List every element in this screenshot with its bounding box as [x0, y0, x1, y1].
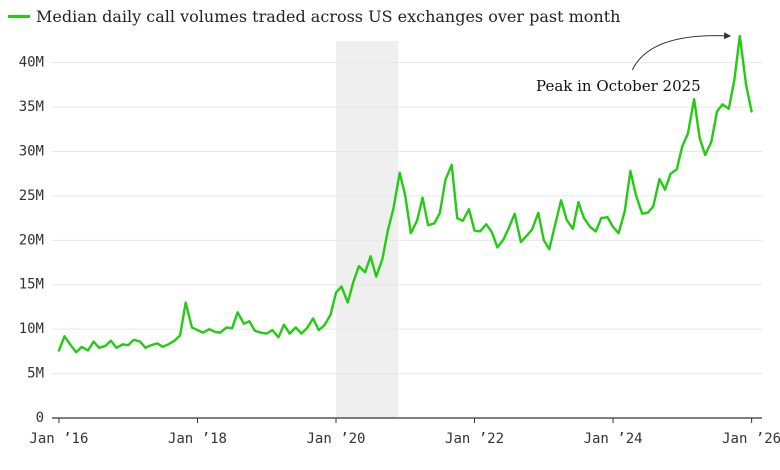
y-tick-label: 40M: [19, 55, 44, 71]
x-tick-label: Jan ’26: [722, 431, 780, 447]
y-tick-label: 15M: [19, 277, 44, 293]
y-tick-label: 30M: [19, 143, 44, 159]
annotation-arrow: [631, 32, 732, 71]
x-axis-ticks: Jan ’16 Jan ’18 Jan ’20 Jan ’22 Jan ’24 Jan ’…: [29, 418, 780, 447]
y-tick-label: 35M: [19, 99, 44, 115]
y-tick-label: 25M: [19, 188, 44, 204]
annotation-label: Peak in October 2025: [536, 77, 701, 95]
x-tick-label: Jan ’20: [306, 431, 365, 447]
y-tick-label: 20M: [19, 232, 44, 248]
x-tick-label: Jan ’24: [584, 431, 643, 447]
y-axis-ticks: 0 5M 10M 15M 20M 25M 30M 35M 40M: [19, 55, 44, 426]
y-tick-label: 0: [36, 410, 44, 426]
x-tick-label: Jan ’18: [168, 431, 227, 447]
legend-line-swatch: [8, 14, 30, 18]
x-tick-label: Jan ’22: [445, 431, 504, 447]
y-tick-label: 5M: [27, 366, 44, 382]
y-tick-label: 10M: [19, 321, 44, 337]
gridlines: [52, 62, 762, 375]
x-tick-label: Jan ’16: [29, 431, 88, 447]
legend-label: Median daily call volumes traded across …: [36, 6, 621, 26]
chart-legend: Median daily call volumes traded across …: [8, 3, 620, 29]
series-line: [57, 34, 753, 354]
